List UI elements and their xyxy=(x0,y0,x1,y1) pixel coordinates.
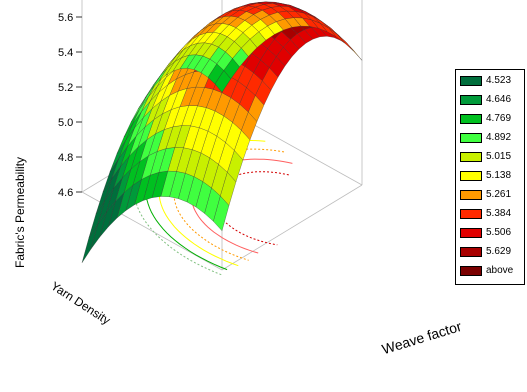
legend-label: 5.384 xyxy=(486,208,512,219)
legend-item: 5.261 xyxy=(460,189,524,201)
legend-item: 5.138 xyxy=(460,170,524,182)
z-tick-label: 4.6 xyxy=(58,187,73,199)
legend-label: 5.138 xyxy=(486,170,512,181)
legend-swatch xyxy=(460,95,482,105)
y-axis-title: Yarn Density xyxy=(48,279,112,328)
legend-swatch xyxy=(460,247,482,257)
response-surface xyxy=(81,1,363,263)
legend-label: 4.523 xyxy=(486,75,512,86)
legend-swatch xyxy=(460,209,482,219)
axis-ticks: 4.64.85.05.25.45.65.8 xyxy=(58,12,82,199)
surface-cell xyxy=(214,70,231,93)
z-tick-label: 5.0 xyxy=(58,117,73,129)
z-tick-label: 4.8 xyxy=(58,152,73,164)
z-tick-label: 5.2 xyxy=(58,82,73,94)
legend-item: 5.506 xyxy=(460,227,524,239)
legend-label: 4.892 xyxy=(486,132,512,143)
legend-swatch xyxy=(460,76,482,86)
legend-label: 5.629 xyxy=(486,246,512,257)
legend-swatch xyxy=(460,133,482,143)
legend-item: 4.892 xyxy=(460,132,524,144)
legend-label: 4.646 xyxy=(486,94,512,105)
z-tick-label: 5.6 xyxy=(58,12,73,24)
legend-label: 5.261 xyxy=(486,189,512,200)
legend-item: 5.015 xyxy=(460,151,524,163)
legend-item: 4.523 xyxy=(460,75,524,87)
legend-label: 5.015 xyxy=(486,151,512,162)
legend-item: 4.646 xyxy=(460,94,524,106)
box-edge xyxy=(221,184,363,271)
legend-swatch xyxy=(460,266,482,276)
legend-swatch xyxy=(460,114,482,124)
legend-label: 5.506 xyxy=(486,227,512,238)
legend-item: above xyxy=(460,265,524,277)
legend-swatch xyxy=(460,171,482,181)
z-axis-title: Fabric's Permeability xyxy=(13,157,27,268)
legend-swatch xyxy=(460,152,482,162)
legend-swatch xyxy=(460,190,482,200)
legend: 4.523 4.646 4.769 4.892 5.015 5.138 5.261 5.384… xyxy=(455,69,525,285)
surface-cell xyxy=(337,34,354,52)
surface-cell xyxy=(81,223,98,263)
z-tick-label: 5.4 xyxy=(58,47,73,59)
z-axis-title-group: Fabric's Permeability xyxy=(13,157,27,268)
legend-item: 4.769 xyxy=(460,113,524,125)
legend-label: above xyxy=(486,265,514,276)
legend-label: 4.769 xyxy=(486,113,512,124)
y-axis-title-group: Yarn Density xyxy=(48,279,112,328)
legend-item: 5.384 xyxy=(460,208,524,220)
legend-item: 5.629 xyxy=(460,246,524,258)
legend-swatch xyxy=(460,228,482,238)
